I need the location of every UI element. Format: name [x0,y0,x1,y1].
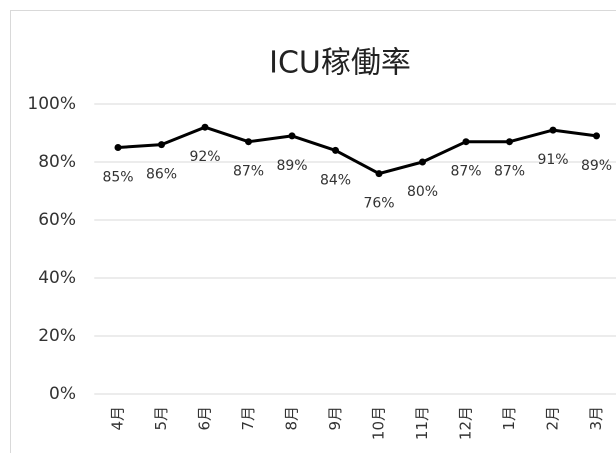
data-label: 86% [146,167,177,183]
data-label: 80% [407,184,438,200]
chart-border [10,10,616,453]
x-tick-label: 2月 [544,406,562,431]
y-tick-label: 40% [38,268,76,288]
y-tick-label: 0% [49,384,76,404]
data-label: 87% [233,164,264,180]
chart-title: ICU稼働率 [269,46,411,81]
data-label: 76% [363,196,394,212]
y-tick-label: 60% [38,210,76,230]
line [117,125,597,176]
x-tick-label: 6月 [196,406,214,431]
marker [288,132,296,140]
x-tick-label: 3月 [587,406,605,431]
marker [201,123,209,131]
marker [593,132,600,140]
data-label: 89% [581,158,612,174]
marker [549,126,557,134]
x-tick-label: 12月 [457,406,475,440]
data-label: 87% [494,164,525,180]
marker [375,170,383,178]
y-tick-label: 80% [38,152,76,172]
y-tick-label: 20% [38,326,76,346]
x-tick-label: 9月 [326,406,344,431]
x-tick-label: 4月 [109,406,127,431]
marker [158,141,165,149]
marker [419,158,426,166]
marker [114,144,122,151]
x-tick-label: 10月 [370,406,388,440]
x-tick-label: 11月 [413,406,431,440]
data-label: 89% [276,158,307,174]
data-label: 92% [189,149,220,165]
data-label: 91% [537,152,568,168]
x-tick-label: 5月 [152,406,170,431]
x-tick-label: 8月 [283,406,301,431]
y-tick-label: 100% [27,94,76,114]
marker [506,138,513,146]
data-label: 87% [450,164,481,180]
x-tick-label: 1月 [500,406,518,431]
data-label: 85% [102,170,133,186]
data-label: 84% [320,172,351,188]
marker [245,138,252,146]
marker [462,138,470,146]
x-tick-label: 7月 [239,406,257,431]
marker [332,146,339,154]
